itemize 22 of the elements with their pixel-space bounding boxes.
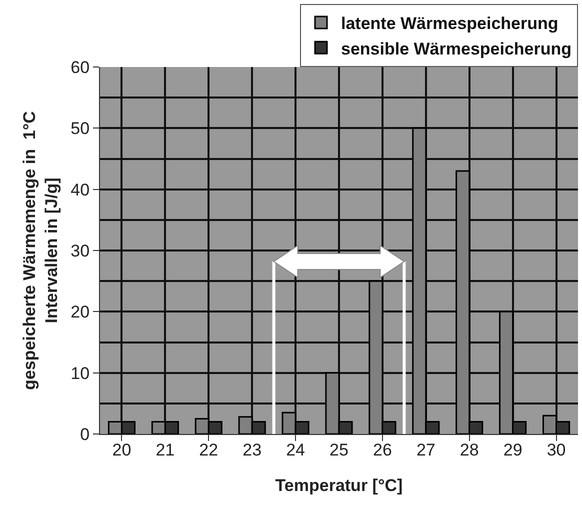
- x-tick-label: 22: [199, 440, 218, 460]
- x-tick-label: 28: [460, 440, 479, 460]
- x-tick-label: 26: [372, 440, 392, 460]
- x-tick-label: 21: [156, 440, 175, 460]
- x-tick-label: 30: [546, 440, 566, 460]
- y-axis-title: gespeicherte Wärmemenge in 1°C Intervallen in [J/g]: [20, 111, 62, 390]
- x-tick-label: 20: [112, 440, 132, 460]
- x-tick-label: 27: [416, 440, 436, 460]
- y-tick-label: 20: [70, 302, 90, 322]
- y-tick-label: 50: [70, 119, 90, 138]
- y-tick-label: 40: [70, 180, 90, 200]
- x-tick-label: 23: [242, 440, 262, 460]
- y-tick-label: 60: [70, 58, 90, 77]
- legend-label: latente Wärmespeicherung: [341, 14, 558, 34]
- x-tick-label: 29: [503, 440, 522, 460]
- x-tick-label: 24: [286, 440, 306, 460]
- x-tick-label: 25: [330, 440, 348, 460]
- x-axis-title: Temperatur [°C]: [275, 476, 403, 495]
- y-tick-label: 30: [70, 241, 90, 260]
- y-tick-label: 10: [70, 364, 90, 383]
- legend-label: sensible Wärmespeicherung: [341, 39, 572, 58]
- y-tick-label: 0: [80, 424, 90, 444]
